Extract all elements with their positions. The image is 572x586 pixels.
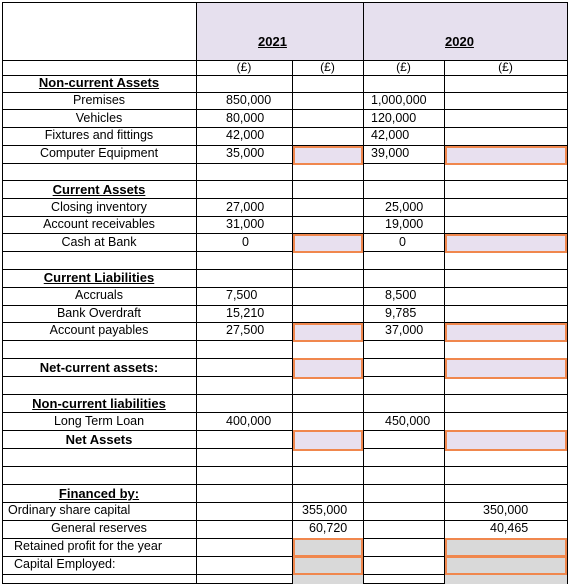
answer-box-2020-capital-employed[interactable] [445, 556, 567, 575]
row-label-cash-at-bank: Cash at Bank [61, 235, 137, 249]
value-2021-cash-at-bank: 0 [242, 235, 249, 249]
value-2021-bank-overdraft: 15,210 [226, 306, 265, 320]
value-2021-long-term-loan: 400,000 [226, 414, 272, 428]
value-2020-vehicles: 120,000 [371, 111, 417, 125]
value-2020-account-payables: 37,000 [385, 323, 424, 337]
row-label-retained-profit: Retained profit for the year [14, 539, 162, 553]
footer-strip-2021 [293, 575, 363, 584]
answer-box-2021-net-assets[interactable] [293, 430, 363, 451]
header-band-2021 [196, 2, 363, 60]
value-2021-general-reserves: 60,720 [309, 521, 348, 535]
row-label-long-term-loan: Long Term Loan [53, 414, 145, 428]
row-label-ordinary-share-capital: Ordinary share capital [8, 503, 131, 517]
row-label-bank-overdraft: Bank Overdraft [56, 306, 142, 320]
answer-box-2021-retained-profit[interactable] [293, 538, 363, 557]
row-label-net-assets: Net Assets [65, 432, 133, 447]
value-2020-premises: 1,000,000 [371, 93, 427, 107]
value-2020-bank-overdraft: 9,785 [385, 306, 417, 320]
row-label-vehicles: Vehicles [75, 111, 123, 125]
row-label-closing-inventory: Closing inventory [51, 200, 147, 214]
value-2021-accruals: 7,500 [226, 288, 258, 302]
unit-2020-col1: (£) [396, 60, 411, 74]
value-2020-closing-inventory: 25,000 [385, 200, 424, 214]
section-heading-financed-by: Financed by: [58, 486, 140, 501]
answer-box-2020-current-liabilities-total[interactable] [445, 323, 567, 342]
value-2020-fixtures: 42,000 [371, 128, 410, 142]
section-heading-current-liabilities: Current Liabilities [43, 270, 155, 285]
answer-box-2021-non-current-assets-total[interactable] [293, 146, 363, 165]
unit-2021-col2: (£) [320, 60, 335, 74]
value-2021-vehicles: 80,000 [226, 111, 265, 125]
value-2021-account-payables: 27,500 [226, 323, 265, 337]
answer-box-2020-non-current-assets-total[interactable] [445, 146, 567, 165]
section-heading-non-current-assets: Non-current Assets [38, 75, 160, 90]
section-heading-non-current-liabilities: Non-current liabilities [32, 396, 166, 411]
row-label-account-payables: Account payables [49, 323, 149, 337]
value-2020-cash-at-bank: 0 [399, 235, 406, 249]
year-heading-2020: 2020 [445, 34, 474, 49]
value-2020-ordinary-share-capital: 350,000 [483, 503, 529, 517]
answer-box-2021-net-current-assets[interactable] [293, 358, 363, 379]
answer-box-2021-capital-employed[interactable] [293, 556, 363, 575]
value-2021-closing-inventory: 27,000 [226, 200, 265, 214]
row-label-computer-equipment: Computer Equipment [39, 146, 159, 160]
section-heading-current-assets: Current Assets [52, 182, 146, 197]
unit-2020-col2: (£) [498, 60, 513, 74]
row-label-premises: Premises [72, 93, 126, 107]
value-2020-general-reserves: 40,465 [490, 521, 529, 535]
row-label-general-reserves: General reserves [51, 521, 147, 535]
value-2020-accruals: 8,500 [385, 288, 417, 302]
value-2021-computer-equipment: 35,000 [226, 146, 265, 160]
answer-box-2020-current-assets-total[interactable] [445, 234, 567, 253]
row-label-net-current-assets: Net-current assets: [39, 360, 159, 375]
value-2021-fixtures: 42,000 [226, 128, 265, 142]
answer-box-2020-net-assets[interactable] [445, 430, 567, 451]
row-label-account-receivables: Account receivables [43, 217, 155, 231]
value-2021-account-receivables: 31,000 [226, 217, 265, 231]
year-heading-2021: 2021 [258, 34, 287, 49]
value-2020-computer-equipment: 39,000 [371, 146, 410, 160]
row-label-accruals: Accruals [75, 288, 123, 302]
value-2020-account-receivables: 19,000 [385, 217, 424, 231]
answer-box-2021-current-liabilities-total[interactable] [293, 323, 363, 342]
row-label-fixtures: Fixtures and fittings [44, 128, 154, 142]
unit-2021-col1: (£) [236, 60, 252, 74]
header-band-2020 [363, 2, 568, 60]
value-2021-premises: 850,000 [226, 93, 272, 107]
answer-box-2020-retained-profit[interactable] [445, 538, 567, 557]
footer-strip-2020 [445, 575, 567, 584]
answer-box-2020-net-current-assets[interactable] [445, 358, 567, 379]
answer-box-2021-current-assets-total[interactable] [293, 234, 363, 253]
value-2021-ordinary-share-capital: 355,000 [302, 503, 348, 517]
row-label-capital-employed: Capital Employed: [14, 557, 116, 571]
value-2020-long-term-loan: 450,000 [385, 414, 431, 428]
